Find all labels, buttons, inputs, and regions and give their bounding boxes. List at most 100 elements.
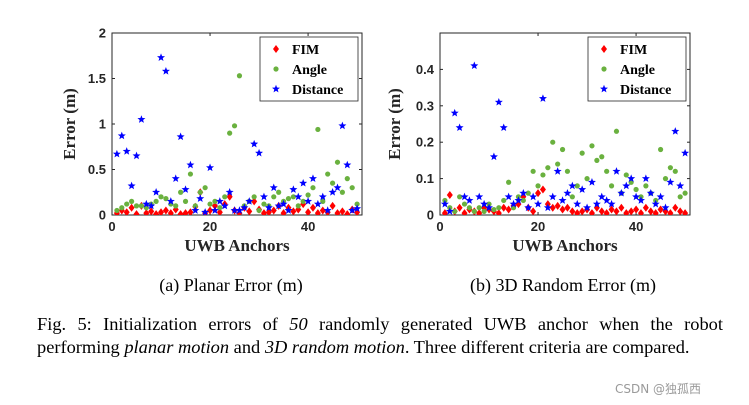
angle-point [496, 205, 502, 211]
angle-point [471, 208, 477, 214]
distance-point [137, 115, 146, 123]
fim-point [554, 201, 561, 210]
fim-point [177, 210, 184, 215]
fim-point [628, 207, 635, 215]
legend-marker-angle [601, 66, 607, 72]
fim-point [354, 208, 361, 215]
y-tick-label: 0.5 [88, 162, 106, 177]
distance-point [514, 196, 523, 204]
angle-point [579, 150, 585, 156]
distance-point [548, 192, 557, 201]
distance-point [524, 203, 533, 212]
angle-point [173, 203, 179, 209]
fim-point [211, 201, 218, 210]
legend-label-distance: Distance [292, 83, 343, 98]
distance-point [465, 196, 474, 204]
fim-point [569, 207, 576, 215]
angle-point [339, 189, 345, 195]
angle-point [212, 198, 218, 204]
x-tick-label: 0 [436, 219, 443, 234]
distance-point [127, 181, 136, 190]
angle-point [276, 189, 282, 195]
distance-point [646, 188, 655, 197]
distance-point [636, 196, 645, 204]
fim-point [143, 209, 150, 215]
angle-point [202, 185, 208, 191]
y-tick-label: 1 [99, 117, 106, 132]
caption-mid1: randomly generated UWB anchor when the r… [37, 314, 723, 357]
fim-point [128, 203, 135, 212]
distance-point [255, 148, 264, 157]
legend-marker-distance [272, 84, 280, 93]
angle-point [158, 194, 164, 200]
distance-point [259, 192, 268, 201]
legend-marker-fim [601, 45, 607, 53]
fim-point [603, 209, 610, 215]
distance-point [304, 197, 313, 205]
distance-point [206, 163, 215, 172]
distance-point [627, 174, 636, 182]
angle-point [138, 203, 145, 209]
distance-point [499, 123, 508, 132]
angle-point [564, 168, 571, 174]
y-tick-label: 0.1 [416, 171, 434, 186]
fim-point [319, 206, 326, 215]
fim-point [461, 209, 468, 215]
distance-point [509, 199, 518, 208]
distance-point [269, 183, 278, 192]
fim-point [441, 209, 448, 215]
legend-label-angle: Angle [292, 63, 327, 78]
distance-point [651, 199, 660, 208]
distance-point [112, 149, 121, 158]
distance-point [132, 151, 141, 160]
distance-point [450, 108, 459, 117]
fim-point [579, 207, 586, 215]
distance-point [328, 188, 337, 196]
angle-point [466, 205, 473, 211]
distance-point [294, 192, 303, 201]
angle-point [163, 196, 169, 202]
fim-point [647, 207, 654, 215]
y-axis-label: Error (m) [385, 88, 404, 160]
data-points [112, 53, 362, 215]
angle-point [207, 201, 213, 207]
distance-point [299, 178, 308, 187]
angle-point [197, 189, 203, 195]
angle-point [329, 180, 336, 186]
x-axis-label: UWB Anchors [184, 236, 290, 255]
distance-point [284, 206, 293, 214]
angle-point [236, 73, 243, 79]
angle-point [604, 168, 610, 174]
angle-point [662, 176, 669, 182]
y-tick-label: 0 [427, 208, 434, 223]
angle-point [476, 205, 482, 211]
distance-point [289, 185, 298, 193]
fim-point [260, 209, 267, 215]
fim-point [564, 203, 571, 212]
chart-planar-error: 0 20 40 0 0.5 1 1.5 2 UWB Anchors Error (m) FIM Ang… [60, 26, 363, 296]
distance-point [353, 204, 362, 213]
fim-point [559, 205, 566, 214]
fim-point [167, 209, 174, 215]
fim-point [187, 208, 194, 215]
distance-point [622, 181, 631, 190]
angle-point [153, 198, 159, 204]
angle-point [231, 123, 238, 129]
y-tick-label: 0.3 [416, 98, 434, 113]
legend-label-fim: FIM [620, 43, 647, 58]
distance-point [558, 196, 567, 204]
distance-point [553, 167, 562, 175]
y-tick-label: 1.5 [88, 71, 106, 86]
distance-point [612, 167, 621, 175]
distance-point [485, 203, 494, 212]
fim-point [613, 207, 620, 215]
angle-point [227, 130, 233, 136]
distance-point [475, 192, 484, 201]
distance-point [166, 197, 175, 205]
fim-point [334, 209, 341, 215]
fim-point [182, 209, 189, 215]
fim-point [642, 203, 649, 212]
distance-point [308, 174, 317, 182]
plot-area-frame [439, 32, 691, 216]
angle-point [256, 207, 262, 214]
